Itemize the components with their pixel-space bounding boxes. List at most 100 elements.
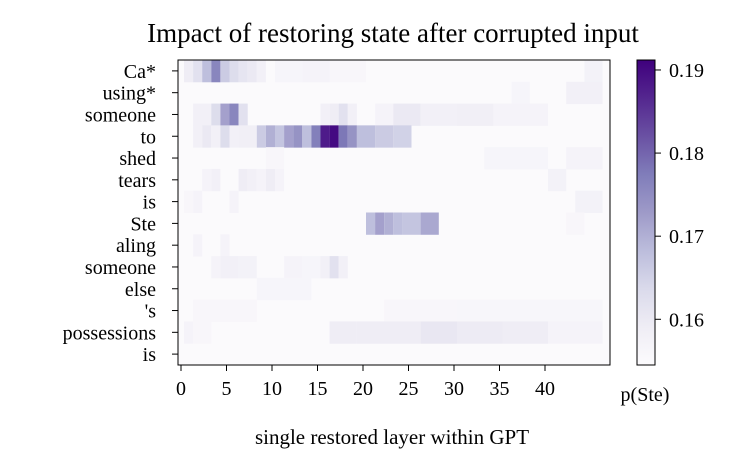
- heatmap-cell: [329, 60, 366, 83]
- heatmap-cell: [566, 81, 603, 105]
- heatmap-cell: [193, 125, 203, 148]
- heatmap-cell: [247, 168, 257, 192]
- heatmap-cell: [329, 256, 339, 279]
- heatmap-cell: [338, 103, 348, 126]
- heatmap-cell: [384, 299, 457, 322]
- heatmap-cell: [284, 256, 303, 279]
- colorbar-tick-label: 0.17: [669, 226, 704, 248]
- heatmap-cell: [202, 60, 212, 83]
- heatmap-cell: [202, 168, 212, 192]
- heatmap-cell: [238, 103, 248, 126]
- heatmap-cell: [220, 125, 230, 148]
- heatmap-cell: [393, 103, 421, 126]
- heatmap-cell: [575, 190, 603, 213]
- heatmap-cell: [393, 212, 403, 235]
- heatmap-cell: [229, 103, 239, 126]
- y-tick-label: someone: [85, 257, 156, 279]
- heatmap-cell: [293, 125, 303, 148]
- heatmap-cell: [375, 125, 394, 148]
- heatmap-cell: [256, 60, 266, 83]
- heatmap-cell: [238, 168, 248, 192]
- y-tick-label: using*: [103, 83, 156, 105]
- heatmap-cell: [375, 212, 385, 235]
- heatmap-cell: [193, 234, 203, 257]
- heatmap-cell: [457, 103, 494, 126]
- y-tick-label: to: [140, 126, 156, 148]
- y-axis: Ca*using*someonetoshedtearsisStealingsom…: [63, 61, 178, 366]
- y-tick-label: someone: [85, 104, 156, 126]
- heatmap-cell: [548, 168, 567, 192]
- heatmap-cell: [211, 168, 221, 192]
- heatmap-cell: [548, 321, 603, 344]
- y-tick-label: tears: [118, 170, 156, 192]
- heatmap-cell: [493, 103, 548, 126]
- colorbar-tick-label: 0.19: [669, 60, 704, 82]
- heatmap-cell: [511, 81, 530, 105]
- heatmap-cell: [320, 125, 330, 148]
- heatmap-cell: [229, 190, 239, 213]
- heatmap-cell: [238, 256, 257, 279]
- heatmap-cell: [329, 321, 357, 344]
- heatmap-cell: [193, 103, 212, 126]
- heatmap-cell: [184, 321, 194, 344]
- x-axis-label: single restored layer within GPT: [255, 425, 529, 449]
- heatmap-cell: [265, 168, 275, 192]
- heatmap-cell: [347, 103, 357, 126]
- heatmap-cell: [256, 125, 266, 148]
- x-tick-label: 15: [308, 378, 328, 400]
- heatmap-cell: [193, 299, 257, 322]
- heatmap-cell: [584, 60, 603, 83]
- heatmap-cell: [256, 168, 266, 192]
- heatmap-cell: [284, 125, 294, 148]
- x-tick-label: 10: [262, 378, 282, 400]
- heatmap-cell: [265, 147, 285, 170]
- heatmap-cell: [329, 103, 339, 126]
- heatmap-cell: [356, 125, 376, 148]
- colorbar: [636, 59, 656, 366]
- heatmap-cell: [320, 103, 330, 126]
- heatmap-cell: [320, 256, 330, 279]
- heatmap-cell: [566, 147, 603, 170]
- heatmap-cell: [302, 60, 330, 83]
- heatmap-cell: [220, 234, 230, 257]
- x-tick-label: 30: [444, 378, 464, 400]
- heatmap-cell: [211, 125, 221, 148]
- heatmap-cell: [338, 125, 348, 148]
- heatmap-row: [178, 190, 610, 213]
- heatmap-cell: [420, 321, 457, 344]
- x-tick-label: 40: [535, 378, 555, 400]
- heatmap-cell: [457, 321, 503, 344]
- plot-frame: [177, 59, 611, 366]
- y-tick-label: is: [143, 192, 157, 214]
- heatmap-cell: [329, 125, 339, 148]
- y-tick-label: else: [125, 279, 156, 301]
- y-tick-label: 's: [145, 301, 157, 323]
- heatmap-cell: [229, 60, 239, 83]
- x-tick-label: 5: [222, 378, 232, 400]
- heatmap-cell: [220, 60, 230, 83]
- heatmap-cell: [484, 147, 548, 170]
- heatmap-cell: [220, 103, 230, 126]
- heatmap-row: [178, 277, 610, 301]
- heatmap-cell: [211, 60, 221, 83]
- heatmap-cell: [338, 256, 348, 279]
- heatmap-cell: [202, 125, 212, 148]
- heatmap-row: [178, 168, 610, 192]
- heatmap-row: [178, 234, 610, 257]
- y-tick-label: Ste: [130, 213, 156, 235]
- heatmap-cell: [420, 103, 457, 126]
- heatmap-cell: [193, 321, 212, 344]
- heatmap-cell: [184, 190, 194, 213]
- colorbar-tick-label: 0.16: [669, 309, 704, 331]
- y-tick-label: Ca*: [124, 61, 156, 83]
- colorbar-label: p(Ste): [621, 384, 670, 406]
- heatmap-cell: [193, 60, 203, 83]
- heatmap-row: [178, 81, 610, 105]
- heatmap-cell: [457, 299, 603, 322]
- colorbar-ticks: 0.16 0.17 0.18 0.19: [655, 60, 704, 331]
- heatmap-cell: [402, 212, 421, 235]
- heatmap-cell: [347, 125, 357, 148]
- heatmap-cell: [275, 125, 285, 148]
- y-tick-label: aling: [116, 235, 156, 257]
